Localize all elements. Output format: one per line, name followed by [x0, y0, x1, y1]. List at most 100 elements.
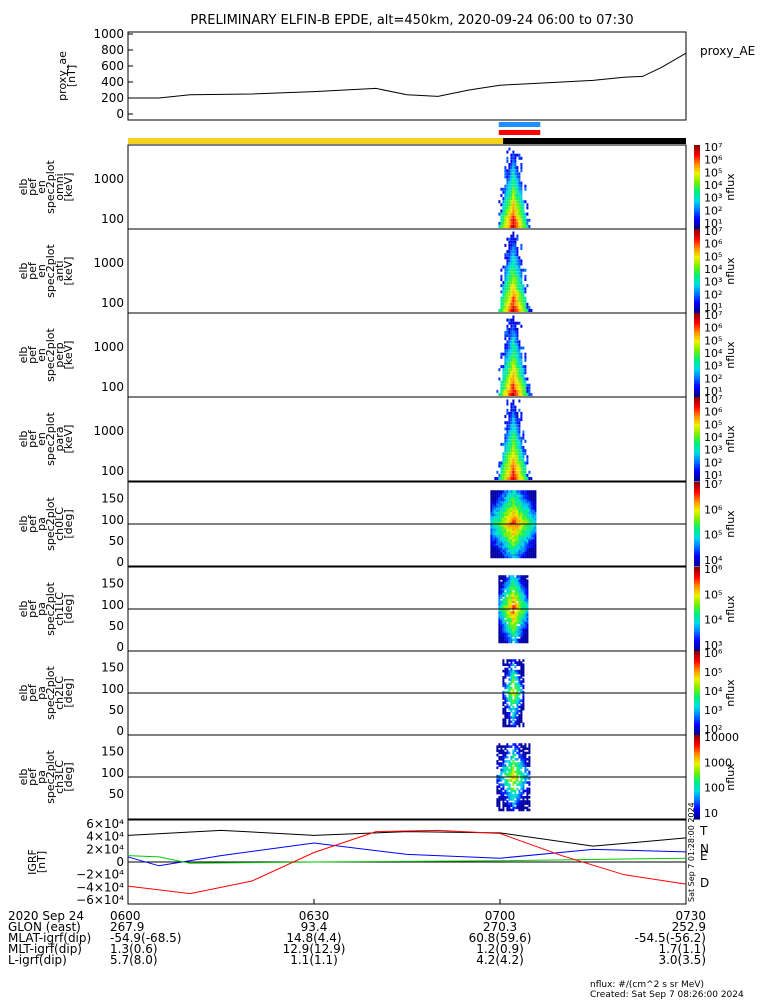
svg-text:10³: 10³ [704, 192, 722, 205]
svg-text:10⁵: 10⁵ [704, 166, 722, 179]
proxy-ae-ytick: 200 [101, 91, 124, 105]
igrf-line-N [127, 842, 687, 867]
svg-text:nflux: nflux [724, 595, 737, 623]
pa-ytick: 50 [109, 703, 124, 717]
svg-text:10⁴: 10⁴ [704, 179, 723, 192]
svg-text:elb: elb [17, 601, 30, 618]
igrf-line-D [127, 829, 687, 895]
pa-ytick: 100 [101, 513, 124, 527]
svg-text:10⁴: 10⁴ [704, 685, 723, 698]
energy-ytick-100: 100 [101, 464, 124, 478]
svg-text:elb: elb [17, 179, 30, 196]
svg-text:pef: pef [26, 683, 39, 702]
svg-text:10¹: 10¹ [704, 301, 722, 314]
proxy-ae-line [128, 52, 687, 99]
pa-ytick: 100 [101, 766, 124, 780]
svg-text:pa: pa [35, 686, 48, 700]
svg-text:pef: pef [26, 514, 39, 533]
pa-ytick: 0 [116, 640, 124, 654]
x-axis-row-value: 12.9(12.9) [283, 942, 346, 956]
x-axis-row-value: 4.2(4.2) [476, 953, 524, 967]
proxy-ae-ytick: 600 [101, 59, 124, 73]
svg-text:10⁶: 10⁶ [704, 503, 723, 516]
igrf-line-E [127, 855, 687, 864]
x-axis-row-label: 2020 Sep 24 [8, 909, 84, 923]
svg-text:elb: elb [17, 347, 30, 364]
svg-text:[nT]: [nT] [35, 851, 48, 873]
svg-text:ch0LC: ch0LC [53, 507, 66, 541]
x-axis-row-value: 93.4 [301, 920, 328, 934]
svg-text:10⁴: 10⁴ [704, 431, 723, 444]
energy-spectrogram-3 [494, 399, 533, 480]
igrf-line-T [127, 829, 687, 847]
pa-spectrogram-3 [496, 743, 531, 812]
svg-text:pef: pef [26, 177, 39, 196]
x-axis-row-value: 1.7(1.1) [658, 942, 706, 956]
svg-text:pef: pef [26, 345, 39, 364]
svg-text:pa: pa [35, 602, 48, 616]
svg-text:10⁶: 10⁶ [704, 647, 723, 660]
svg-text:10⁴: 10⁴ [704, 347, 723, 360]
svg-text:spec2plot: spec2plot [44, 244, 57, 298]
svg-text:omni: omni [53, 173, 66, 200]
pa-colorbar-0: 10⁷ 10⁶ 10⁵ 10⁴ nflux [694, 478, 737, 567]
svg-text:10¹: 10¹ [704, 469, 722, 482]
x-axis-row-value: 1.2(0.9) [476, 942, 524, 956]
svg-text:10⁷: 10⁷ [704, 309, 722, 322]
energy-panel-frame-1 [127, 228, 687, 314]
svg-text:10³: 10³ [704, 360, 722, 373]
svg-text:10⁷: 10⁷ [704, 141, 722, 154]
pa-spectrogram-2 [502, 659, 525, 728]
svg-text:10²: 10² [704, 723, 722, 736]
x-axis-annotation: 2020 Sep 24 0600 0630 0700 0730 GLON (east) 26… [8, 909, 706, 967]
x-axis-row-value: 1.3(0.6) [110, 942, 158, 956]
proxy-ae-legend: proxy_AE [700, 44, 755, 58]
svg-text:10¹: 10¹ [704, 385, 722, 398]
footer-created: Created: Sat Sep 7 08:26:00 2024 [590, 990, 744, 1000]
svg-text:10⁷: 10⁷ [704, 225, 722, 238]
sci-zone-yellow [128, 138, 504, 144]
x-axis-row-value: 252.9 [672, 920, 706, 934]
x-axis-row-label: MLAT-igrf(dip) [8, 931, 91, 945]
igrf-ytick: 2×10⁴ [86, 842, 124, 856]
energy-ytick-1000: 1000 [93, 424, 124, 438]
energy-ytick-100: 100 [101, 380, 124, 394]
svg-text:en: en [35, 180, 48, 194]
igrf-label-E: E [700, 849, 708, 863]
svg-text:[deg]: [deg] [62, 509, 75, 538]
svg-text:en: en [35, 264, 48, 278]
svg-text:spec2plot: spec2plot [44, 497, 57, 551]
proxy-ae-frame [127, 31, 687, 121]
proxy-ae-ytick: 800 [101, 43, 124, 57]
svg-text:perp: perp [53, 342, 66, 367]
x-axis-row-value: 5.7(8.0) [110, 953, 158, 967]
svg-text:elb: elb [17, 516, 30, 533]
svg-text:ch1LC: ch1LC [53, 592, 66, 626]
svg-text:nflux: nflux [724, 425, 737, 453]
energy-ytick-100: 100 [101, 296, 124, 310]
svg-text:10⁴: 10⁴ [704, 554, 723, 567]
svg-text:spec2plot: spec2plot [44, 160, 57, 214]
energy-spectrogram-0 [498, 147, 531, 228]
svg-text:10⁷: 10⁷ [704, 478, 722, 491]
sci-zone-black [503, 138, 686, 144]
x-axis-row-label: L-igrf(dip) [8, 953, 67, 967]
igrf-label-D: D [700, 876, 709, 890]
x-axis-row-value: 270.3 [483, 920, 517, 934]
svg-text:spec2plot: spec2plot [44, 750, 57, 804]
x-axis-row-label: MLT-igrf(dip) [8, 942, 82, 956]
energy-ytick-1000: 1000 [93, 256, 124, 270]
svg-text:spec2plot: spec2plot [44, 582, 57, 636]
svg-text:10⁴: 10⁴ [704, 614, 723, 627]
energy-panel-frame-3 [127, 396, 687, 482]
svg-text:pef: pef [26, 767, 39, 786]
pa-ytick: 150 [101, 492, 124, 506]
pa-ytick: 50 [109, 619, 124, 633]
svg-text:pa: pa [35, 770, 48, 784]
svg-text:10³: 10³ [704, 276, 722, 289]
svg-text:[keV]: [keV] [62, 341, 75, 370]
